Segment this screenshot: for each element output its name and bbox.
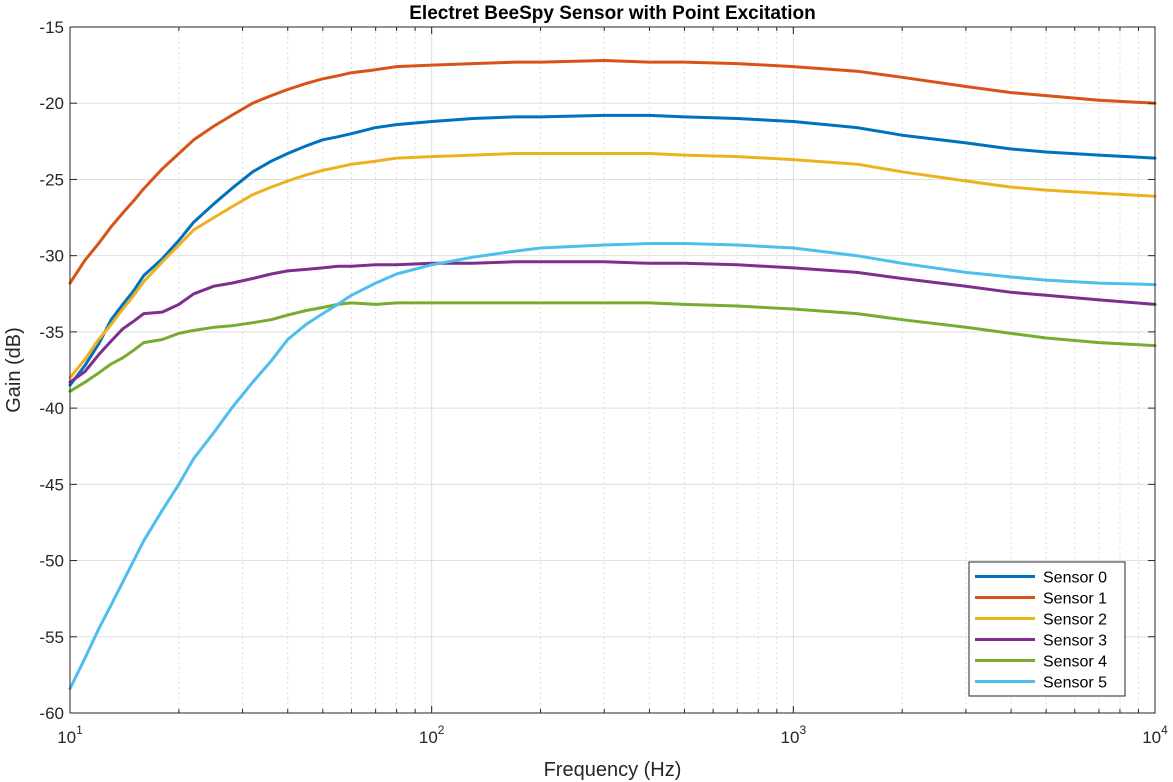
series-line-0 — [68, 113, 1157, 387]
y-tick-label: -20 — [39, 94, 64, 113]
series-line-4 — [68, 301, 1157, 393]
y-tick-label: -50 — [39, 552, 64, 571]
x-tick-label: 102 — [419, 723, 445, 747]
x-tick-label: 104 — [1142, 723, 1168, 747]
legend-label: Sensor 5 — [1043, 675, 1107, 692]
series-line-2 — [68, 152, 1157, 380]
chart-title: Electret BeeSpy Sensor with Point Excita… — [409, 3, 816, 24]
y-tick-label: -25 — [39, 170, 64, 189]
y-tick-label: -30 — [39, 247, 64, 266]
legend-box — [968, 561, 1126, 697]
x-tick-labels: 101 102 103 104 — [57, 723, 1168, 747]
y-tick-label: -55 — [39, 628, 64, 647]
y-tick-label: -60 — [39, 704, 64, 723]
y-tick-label: -15 — [39, 18, 64, 37]
y-tick-label: -45 — [39, 475, 64, 494]
series-layer — [68, 59, 1157, 691]
series-line-3 — [68, 260, 1157, 384]
plot-frame — [69, 26, 1156, 714]
series-line-5 — [68, 242, 1157, 691]
y-tick-labels: -15 -20 -25 -30 -35 -40 -45 -50 -55 -60 — [39, 18, 64, 723]
y-tick-label: -35 — [39, 323, 64, 342]
legend: Sensor 0 Sensor 1 Sensor 2 Sensor 3 Sensor 4… — [968, 561, 1126, 697]
legend-label: Sensor 0 — [1043, 570, 1107, 587]
legend-label: Sensor 2 — [1043, 612, 1107, 629]
x-tick-label: 101 — [57, 723, 83, 747]
x-axis-label: Frequency (Hz) — [544, 759, 682, 781]
x-tick-label: 103 — [781, 723, 807, 747]
y-tick-label: -40 — [39, 399, 64, 418]
legend-label: Sensor 3 — [1043, 633, 1107, 650]
series-line-1 — [68, 59, 1157, 285]
y-axis-label: Gain (dB) — [3, 327, 25, 413]
legend-label: Sensor 1 — [1043, 591, 1107, 608]
legend-label: Sensor 4 — [1043, 654, 1107, 671]
tick-marks — [69, 26, 1156, 714]
